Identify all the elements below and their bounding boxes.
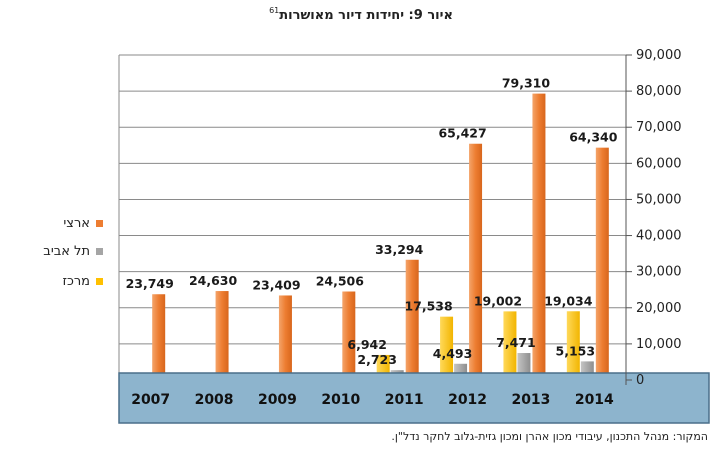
x-tick-label: 2013 bbox=[511, 392, 550, 408]
y-tick-label: 0 bbox=[636, 373, 644, 388]
data-label-series-0-2011: 33,294 bbox=[375, 242, 424, 257]
data-label-series-2-2014: 19,034 bbox=[544, 293, 593, 308]
bar-series-0-2009 bbox=[278, 295, 292, 380]
bar-series-0-2012 bbox=[469, 143, 483, 380]
bar-series-0-2010 bbox=[342, 291, 356, 380]
y-tick-label: 30,000 bbox=[636, 265, 682, 280]
title-block: איור 9: יחידות דיור מאושרות61 bbox=[0, 4, 720, 23]
footnote-ref: 61 bbox=[269, 5, 280, 15]
data-label-series-2-2013: 19,002 bbox=[474, 293, 522, 308]
legend-swatch-series-1 bbox=[96, 248, 103, 255]
data-label-series-1-2012: 4,493 bbox=[433, 346, 473, 361]
data-labels: 23,749 24,630 23,409 24,506 33,294 65,427 79,3… bbox=[126, 76, 618, 368]
data-label-series-0-2008: 24,630 bbox=[189, 273, 238, 288]
bar-series-0-2008 bbox=[215, 291, 229, 380]
x-tick-label: 2008 bbox=[195, 392, 234, 408]
data-label-series-1-2014: 5,153 bbox=[556, 343, 596, 358]
y-tick-label: 70,000 bbox=[636, 120, 682, 135]
data-label-series-0-2013: 79,310 bbox=[502, 76, 551, 91]
data-label-series-0-2010: 24,506 bbox=[316, 274, 365, 289]
data-label-series-1-2011: 2,723 bbox=[357, 352, 397, 367]
y-tick-label: 60,000 bbox=[636, 156, 682, 171]
y-tick-label: 20,000 bbox=[636, 301, 682, 316]
y-tick-label: 90,000 bbox=[636, 48, 682, 63]
y-axis: 0 10,000 20,000 30,000 40,000 50,000 60,000 70,… bbox=[625, 48, 682, 388]
bar-series-0-2011 bbox=[405, 259, 419, 380]
y-tick-label: 40,000 bbox=[636, 229, 682, 244]
gridlines bbox=[118, 54, 626, 380]
legend: ארצי תל אביב מרכז bbox=[43, 216, 103, 289]
bars bbox=[152, 93, 609, 380]
x-tick-label: 2014 bbox=[575, 392, 614, 408]
x-tick-label: 2011 bbox=[385, 392, 424, 408]
legend-swatch-series-0 bbox=[96, 220, 103, 227]
data-label-series-1-2013: 7,471 bbox=[496, 335, 536, 350]
data-label-series-0-2007: 23,749 bbox=[126, 276, 174, 291]
legend-label-series-1: תל אביב bbox=[43, 244, 90, 259]
data-label-series-0-2012: 65,427 bbox=[438, 126, 486, 141]
x-tick-label: 2012 bbox=[448, 392, 487, 408]
x-tick-label: 2009 bbox=[258, 392, 297, 408]
legend-swatch-series-2 bbox=[96, 278, 103, 285]
category-band bbox=[118, 372, 710, 424]
x-axis: 2007 2008 2009 2010 2011 2012 2013 2014 bbox=[131, 392, 614, 408]
bar-series-0-2013 bbox=[532, 93, 546, 380]
x-tick-label: 2007 bbox=[131, 392, 170, 408]
bar-series-0-2007 bbox=[152, 294, 166, 380]
x-tick-label: 2010 bbox=[321, 392, 360, 408]
bar-series-2-2013 bbox=[503, 311, 517, 380]
legend-label-series-0: ארצי bbox=[63, 216, 90, 231]
data-label-series-2-2011: 6,942 bbox=[347, 337, 387, 352]
data-label-series-2-2012: 17,538 bbox=[404, 299, 452, 314]
data-label-series-0-2014: 64,340 bbox=[569, 130, 618, 145]
data-label-series-0-2009: 23,409 bbox=[252, 277, 300, 292]
legend-label-series-2: מרכז bbox=[62, 274, 90, 289]
y-tick-label: 50,000 bbox=[636, 192, 682, 207]
y-tick-label: 80,000 bbox=[636, 84, 682, 99]
y-tick-label: 10,000 bbox=[636, 337, 682, 352]
bar-series-2-2014 bbox=[566, 311, 580, 380]
bar-series-2-2012 bbox=[440, 316, 454, 380]
source-note: המקור: מנהל התכנון, עיבודי מכון אהרן ומכ… bbox=[391, 430, 708, 443]
chart-canvas: 2007 2008 2009 2010 2011 2012 2013 2014 0 10,000… bbox=[43, 48, 710, 424]
bar-series-0-2014 bbox=[595, 147, 609, 380]
chart-title: איור 9: יחידות דיור מאושרות bbox=[279, 8, 453, 23]
